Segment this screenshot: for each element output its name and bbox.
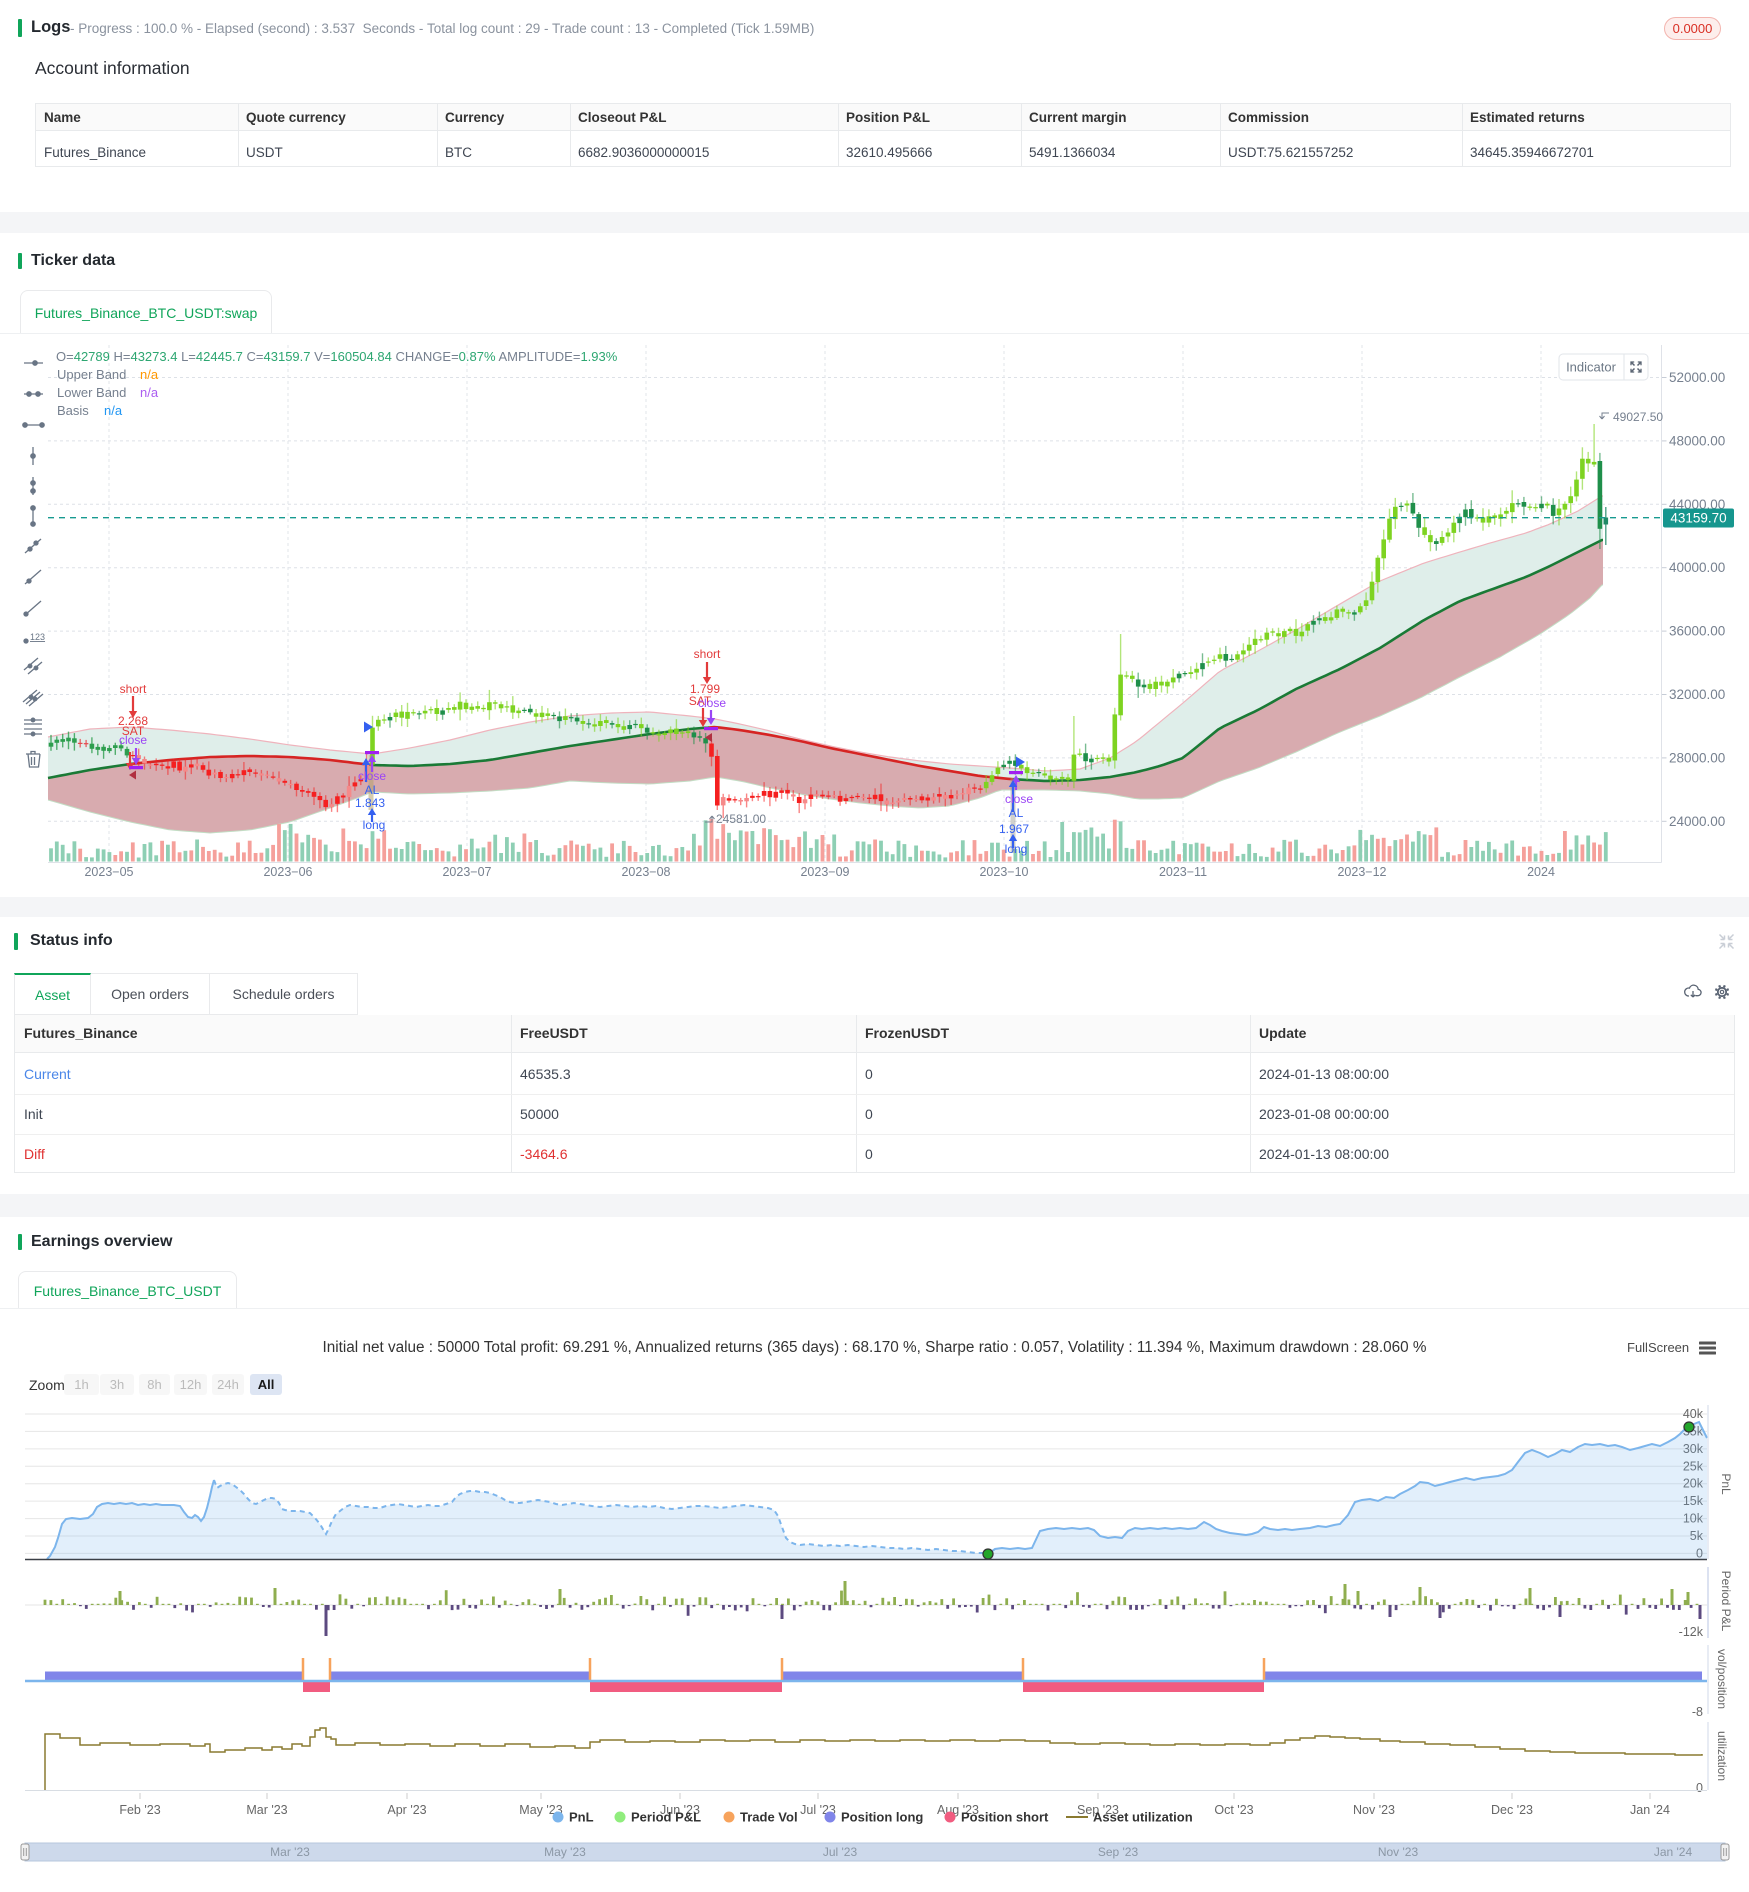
svg-text:Position long: Position long	[841, 1810, 923, 1825]
svg-text:n/a: n/a	[140, 367, 159, 382]
svg-text:-12k: -12k	[1679, 1625, 1704, 1639]
svg-text:Lower Band: Lower Band	[57, 385, 126, 400]
svg-text:2023−12: 2023−12	[1337, 865, 1386, 879]
svg-text:Trade Vol: Trade Vol	[740, 1810, 798, 1825]
svg-text:44000.00: 44000.00	[1669, 497, 1725, 512]
svg-text:52000.00: 52000.00	[1669, 370, 1725, 385]
svg-text:32000.00: 32000.00	[1669, 687, 1725, 702]
svg-text:2023−08: 2023−08	[621, 865, 670, 879]
svg-text:Dec '23: Dec '23	[1491, 1803, 1533, 1817]
svg-text:Jul '23: Jul '23	[823, 1845, 858, 1859]
svg-text:0: 0	[1696, 1781, 1703, 1795]
svg-text:24000.00: 24000.00	[1669, 814, 1725, 829]
svg-text:28000.00: 28000.00	[1669, 750, 1725, 765]
svg-text:close: close	[119, 733, 147, 747]
svg-text:SAT: SAT	[689, 694, 712, 708]
svg-text:Upper Band: Upper Band	[57, 367, 126, 382]
svg-text:Jan '24: Jan '24	[1654, 1845, 1693, 1859]
svg-text:Oct '23: Oct '23	[1214, 1803, 1253, 1817]
svg-text:Position short: Position short	[961, 1810, 1049, 1825]
svg-text:n/a: n/a	[104, 403, 123, 418]
svg-text:30k: 30k	[1683, 1442, 1704, 1456]
svg-text:48000.00: 48000.00	[1669, 433, 1725, 448]
svg-text:long: long	[363, 818, 386, 832]
svg-text:short: short	[694, 647, 721, 661]
svg-text:Feb '23: Feb '23	[119, 1803, 160, 1817]
svg-text:10k: 10k	[1683, 1512, 1704, 1526]
svg-text:2023−11: 2023−11	[1159, 865, 1207, 879]
svg-text:PnL: PnL	[569, 1810, 594, 1825]
svg-text:May '23: May '23	[519, 1803, 562, 1817]
svg-text:40k: 40k	[1683, 1407, 1704, 1421]
svg-text:Sep '23: Sep '23	[1098, 1845, 1139, 1859]
svg-text:n/a: n/a	[140, 385, 159, 400]
svg-text:Period P&L: Period P&L	[631, 1810, 701, 1825]
svg-text:49027.50: 49027.50	[1613, 410, 1663, 424]
svg-text:15k: 15k	[1683, 1494, 1704, 1508]
svg-text:Nov '23: Nov '23	[1378, 1845, 1419, 1859]
svg-text:May '23: May '23	[544, 1845, 586, 1859]
svg-text:1.843: 1.843	[355, 796, 385, 810]
svg-text:20k: 20k	[1683, 1477, 1704, 1491]
svg-text:2024: 2024	[1527, 865, 1555, 879]
svg-text:2023−07: 2023−07	[442, 865, 491, 879]
svg-text:PnL: PnL	[1719, 1473, 1733, 1495]
svg-text:close: close	[1005, 792, 1033, 806]
svg-text:2023−06: 2023−06	[263, 865, 312, 879]
svg-text:2023−10: 2023−10	[979, 865, 1028, 879]
svg-text:5k: 5k	[1690, 1529, 1704, 1543]
svg-text:Sep '23: Sep '23	[1077, 1803, 1119, 1817]
svg-text:Period P&L: Period P&L	[1719, 1571, 1733, 1632]
svg-text:25k: 25k	[1683, 1459, 1704, 1473]
svg-text:AL: AL	[1009, 806, 1024, 820]
svg-text:2023−09: 2023−09	[800, 865, 849, 879]
svg-text:Nov '23: Nov '23	[1353, 1803, 1395, 1817]
svg-text:O=42789 H=43273.4 L=42445.7 C=: O=42789 H=43273.4 L=42445.7 C=43159.7 V=…	[56, 349, 618, 364]
svg-text:vol/position: vol/position	[1715, 1649, 1729, 1709]
svg-text:0: 0	[1696, 1546, 1703, 1560]
svg-text:short: short	[120, 682, 147, 696]
svg-text:2.268: 2.268	[118, 714, 148, 728]
svg-text:long: long	[1005, 842, 1028, 856]
svg-text:Indicator: Indicator	[1566, 360, 1617, 375]
svg-text:123: 123	[30, 632, 45, 642]
svg-text:Mar '23: Mar '23	[246, 1803, 287, 1817]
svg-text:close: close	[698, 696, 726, 710]
svg-text:Apr '23: Apr '23	[387, 1803, 426, 1817]
svg-text:AL: AL	[365, 783, 380, 797]
svg-text:24581.00: 24581.00	[716, 812, 766, 826]
svg-text:Asset utilization: Asset utilization	[1093, 1810, 1193, 1825]
svg-text:SAT: SAT	[122, 724, 145, 738]
svg-text:utilization: utilization	[1715, 1731, 1729, 1781]
svg-text:Jun '23: Jun '23	[660, 1803, 700, 1817]
svg-text:-8: -8	[1692, 1705, 1703, 1719]
svg-text:40000.00: 40000.00	[1669, 560, 1725, 575]
svg-text:43159.70: 43159.70	[1670, 511, 1726, 526]
svg-text:1.799: 1.799	[690, 682, 720, 696]
svg-text:Jan '24: Jan '24	[1630, 1803, 1670, 1817]
svg-text:close: close	[358, 769, 386, 783]
svg-text:Mar '23: Mar '23	[270, 1845, 310, 1859]
svg-text:1.967: 1.967	[999, 822, 1029, 836]
svg-text:Basis: Basis	[57, 403, 89, 418]
svg-text:36000.00: 36000.00	[1669, 624, 1725, 639]
svg-text:2023−05: 2023−05	[84, 865, 133, 879]
